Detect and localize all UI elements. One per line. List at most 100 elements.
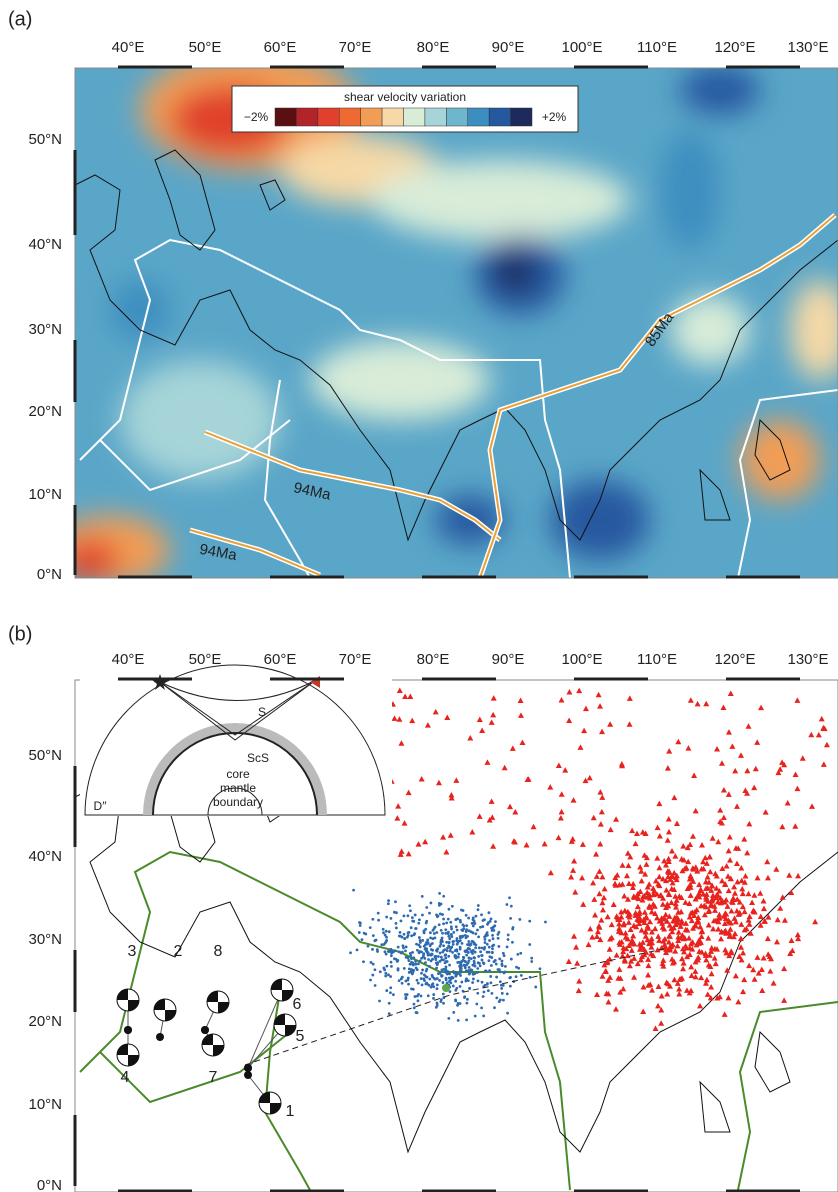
boundary-label: core — [226, 767, 250, 781]
station-dot — [421, 939, 424, 942]
station-dot — [417, 999, 420, 1002]
station-dot — [502, 952, 505, 955]
station-dot — [409, 909, 412, 912]
station-dot — [528, 943, 531, 946]
station-dot — [427, 958, 430, 961]
station-dot — [429, 944, 432, 947]
station-dot — [462, 956, 465, 959]
station-dot — [440, 956, 443, 959]
station-dot — [539, 967, 542, 970]
station-dot — [476, 971, 479, 974]
station-dot — [465, 969, 468, 972]
station-dot — [411, 920, 414, 923]
station-dot — [385, 989, 388, 992]
station-dot — [512, 926, 515, 929]
station-dot — [444, 961, 447, 964]
station-dot — [455, 939, 458, 942]
station-dot — [388, 1012, 391, 1015]
station-dot — [472, 925, 475, 928]
station-dot — [405, 946, 408, 949]
station-dot — [492, 944, 495, 947]
station-dot — [371, 918, 374, 921]
station-dot — [501, 992, 504, 995]
station-dot — [424, 975, 427, 978]
station-dot — [424, 983, 427, 986]
station-dot — [456, 929, 459, 932]
station-dot — [497, 937, 500, 940]
station-dot — [452, 931, 455, 934]
lon-label: 130°E — [787, 39, 828, 56]
station-dot — [433, 927, 436, 930]
station-dot — [451, 951, 454, 954]
station-dot — [472, 973, 475, 976]
station-dot — [418, 918, 421, 921]
station-dot — [455, 925, 458, 928]
station-dot — [465, 928, 468, 931]
station-dot — [395, 922, 398, 925]
station-dot — [465, 977, 468, 980]
event-number: 5 — [296, 1028, 305, 1045]
station-dot — [500, 987, 503, 990]
station-dot — [506, 1012, 509, 1015]
station-dot — [431, 958, 434, 961]
station-dot — [474, 951, 477, 954]
station-dot — [447, 1017, 450, 1020]
color-swatch — [275, 108, 296, 126]
station-dot — [483, 991, 486, 994]
station-dot — [497, 933, 500, 936]
station-dot — [460, 981, 463, 984]
station-dot — [424, 961, 427, 964]
station-dot — [446, 947, 449, 950]
lon-label: 40°E — [112, 39, 145, 56]
station-dot — [430, 954, 433, 957]
station-dot — [509, 985, 512, 988]
station-dot — [403, 933, 406, 936]
station-dot — [454, 999, 457, 1002]
station-dot — [426, 939, 429, 942]
station-dot — [444, 928, 447, 931]
boundary-label: boundary — [213, 795, 263, 809]
station-dot — [448, 980, 451, 983]
station-dot — [454, 989, 457, 992]
station-dot — [409, 952, 412, 955]
station-dot — [498, 1000, 501, 1003]
station-dot — [435, 931, 438, 934]
station-dot — [476, 929, 479, 932]
event-number: 3 — [128, 943, 137, 960]
station-dot — [441, 981, 444, 984]
station-dot — [407, 931, 410, 934]
event-number: 8 — [214, 943, 223, 960]
station-dot — [440, 998, 443, 1001]
station-dot — [445, 922, 448, 925]
station-dot — [473, 960, 476, 963]
station-dot — [489, 955, 492, 958]
station-dot — [421, 983, 424, 986]
station-dot — [374, 984, 377, 987]
station-dot — [467, 917, 470, 920]
station-dot — [491, 992, 494, 995]
lon-label: 50°E — [189, 39, 222, 56]
station-dot — [530, 960, 533, 963]
station-dot — [485, 933, 488, 936]
station-dot — [479, 950, 482, 953]
station-dot — [389, 986, 392, 989]
lon-label: 90°E — [492, 651, 525, 668]
station-dot — [377, 919, 380, 922]
station-dot — [488, 946, 491, 949]
station-dot — [450, 946, 453, 949]
station-dot — [459, 963, 462, 966]
station-dot — [413, 1007, 416, 1010]
station-dot — [444, 957, 447, 960]
station-dot — [359, 924, 362, 927]
station-dot — [449, 921, 452, 924]
station-dot — [358, 931, 361, 934]
station-dot — [379, 970, 382, 973]
station-dot — [471, 964, 474, 967]
station-dot — [448, 937, 451, 940]
station-dot — [426, 942, 429, 945]
station-dot — [457, 1019, 460, 1022]
station-dot — [400, 919, 403, 922]
station-dot — [385, 930, 388, 933]
station-dot — [490, 917, 493, 920]
station-dot — [444, 932, 447, 935]
